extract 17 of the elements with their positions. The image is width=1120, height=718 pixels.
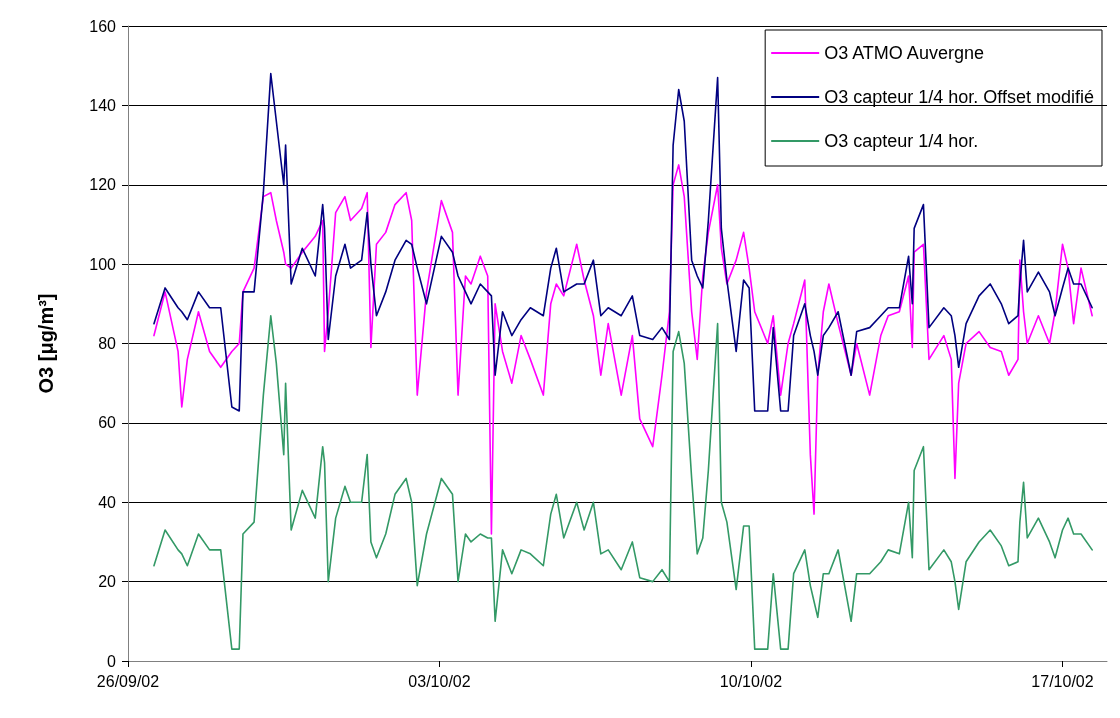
- x-tick-label: 17/10/02: [1031, 672, 1094, 690]
- y-tick-label: 120: [89, 176, 117, 194]
- y-tick-label: 160: [89, 17, 117, 35]
- y-tick-label: 60: [98, 414, 117, 432]
- x-tick-label: 10/10/02: [719, 672, 783, 690]
- legend-label: O3 ATMO Auvergne: [824, 43, 984, 63]
- y-tick-label: 40: [98, 493, 117, 511]
- x-tick-label: 03/10/02: [408, 672, 471, 690]
- x-tick-label: 26/09/02: [96, 672, 160, 690]
- y-tick-label: 140: [89, 96, 117, 114]
- y-tick-label: 80: [98, 335, 117, 352]
- y-tick-label: 20: [98, 573, 117, 591]
- legend-label: O3 capteur 1/4 hor. Offset modifié: [824, 87, 1095, 107]
- legend-label: O3 capteur 1/4 hor.: [824, 131, 979, 151]
- y-tick-label: 0: [107, 652, 117, 670]
- y-axis-title: O3 [μg/m³]: [35, 293, 57, 394]
- y-tick-label: 100: [89, 255, 117, 273]
